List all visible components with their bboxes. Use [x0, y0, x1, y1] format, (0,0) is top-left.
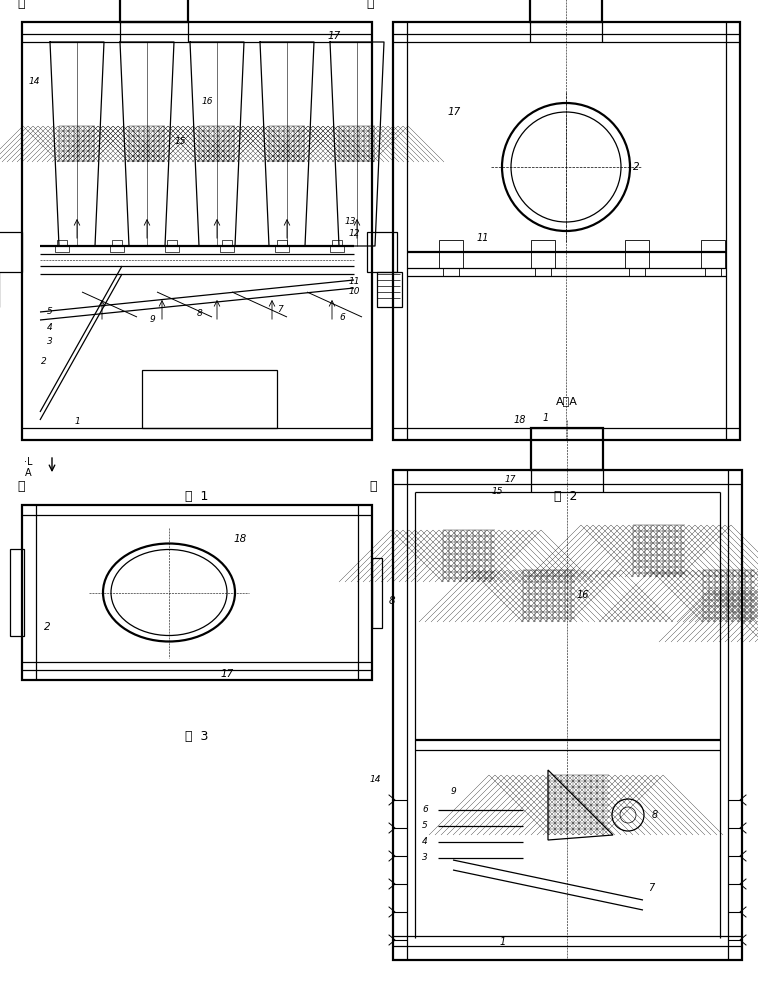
Text: 9: 9 — [450, 788, 456, 796]
Bar — [443, 268, 459, 276]
Text: 15: 15 — [491, 488, 503, 496]
Text: 17: 17 — [221, 669, 233, 679]
Bar — [57, 240, 67, 246]
Text: 13: 13 — [344, 218, 356, 227]
Text: 8: 8 — [652, 810, 658, 820]
Bar — [120, 0, 188, 22]
Text: 10: 10 — [348, 288, 360, 296]
Text: 1: 1 — [543, 413, 549, 423]
Text: 前: 前 — [17, 0, 24, 10]
Bar — [372, 558, 382, 628]
Text: 16: 16 — [577, 590, 589, 600]
Bar — [439, 252, 463, 268]
Bar — [110, 246, 124, 252]
Text: 11: 11 — [348, 277, 360, 286]
Text: 8: 8 — [197, 310, 203, 318]
Text: 18: 18 — [233, 534, 246, 544]
Text: 4: 4 — [422, 838, 428, 846]
Bar — [277, 240, 287, 246]
Bar — [222, 240, 232, 246]
Text: 11: 11 — [477, 233, 489, 243]
Bar — [22, 22, 372, 440]
Text: 17: 17 — [327, 31, 340, 41]
Bar — [701, 240, 725, 252]
Text: A: A — [25, 468, 31, 478]
Bar — [393, 470, 742, 960]
Bar — [377, 272, 402, 307]
Text: 1: 1 — [74, 418, 80, 426]
Bar — [330, 246, 344, 252]
Text: 17: 17 — [448, 107, 462, 117]
Bar — [367, 232, 397, 272]
Text: 1: 1 — [500, 937, 506, 947]
Text: 15: 15 — [174, 137, 186, 146]
Text: 12: 12 — [348, 230, 360, 238]
Text: 后: 后 — [367, 0, 374, 10]
Bar — [393, 22, 740, 440]
Text: 2: 2 — [44, 622, 51, 633]
Text: 3: 3 — [422, 854, 428, 862]
Text: 2: 2 — [633, 162, 640, 172]
Text: 16: 16 — [202, 98, 213, 106]
Bar — [0, 232, 22, 272]
Bar — [531, 252, 555, 268]
Text: 后: 后 — [369, 480, 377, 493]
Bar — [625, 252, 649, 268]
Bar — [142, 370, 277, 428]
Bar — [701, 252, 725, 268]
Text: 6: 6 — [422, 806, 428, 814]
Circle shape — [612, 799, 644, 831]
Bar — [625, 240, 649, 252]
Text: 5: 5 — [47, 308, 53, 316]
Bar — [220, 246, 234, 252]
Bar — [629, 268, 645, 276]
Text: 图  3: 图 3 — [185, 730, 208, 743]
Bar — [275, 246, 289, 252]
Text: 2: 2 — [41, 358, 47, 366]
Bar — [167, 240, 177, 246]
Bar — [531, 428, 603, 470]
Text: 4: 4 — [47, 322, 53, 332]
Text: 图  1: 图 1 — [185, 490, 208, 503]
Text: 17: 17 — [505, 476, 516, 485]
Bar — [439, 240, 463, 252]
Bar — [165, 246, 179, 252]
Text: 9: 9 — [149, 316, 155, 324]
Text: 14: 14 — [28, 78, 39, 87]
Text: 5: 5 — [422, 822, 428, 830]
Text: 7: 7 — [277, 306, 283, 314]
Bar — [22, 505, 372, 680]
Text: 3: 3 — [47, 338, 53, 347]
Bar — [705, 268, 721, 276]
Bar — [55, 246, 69, 252]
Bar — [332, 240, 342, 246]
Text: 8: 8 — [389, 596, 396, 606]
Text: 图  2: 图 2 — [554, 490, 578, 503]
Bar — [535, 268, 551, 276]
Bar — [112, 240, 122, 246]
Text: 6: 6 — [339, 314, 345, 322]
Text: ·L: ·L — [23, 457, 33, 467]
Bar — [531, 240, 555, 252]
Text: 前: 前 — [17, 480, 24, 493]
Text: 18: 18 — [513, 415, 526, 425]
Bar — [530, 0, 602, 22]
Text: A－A: A－A — [556, 396, 578, 406]
Text: 7: 7 — [648, 883, 654, 893]
Bar — [10, 549, 24, 636]
Text: 14: 14 — [369, 776, 381, 784]
